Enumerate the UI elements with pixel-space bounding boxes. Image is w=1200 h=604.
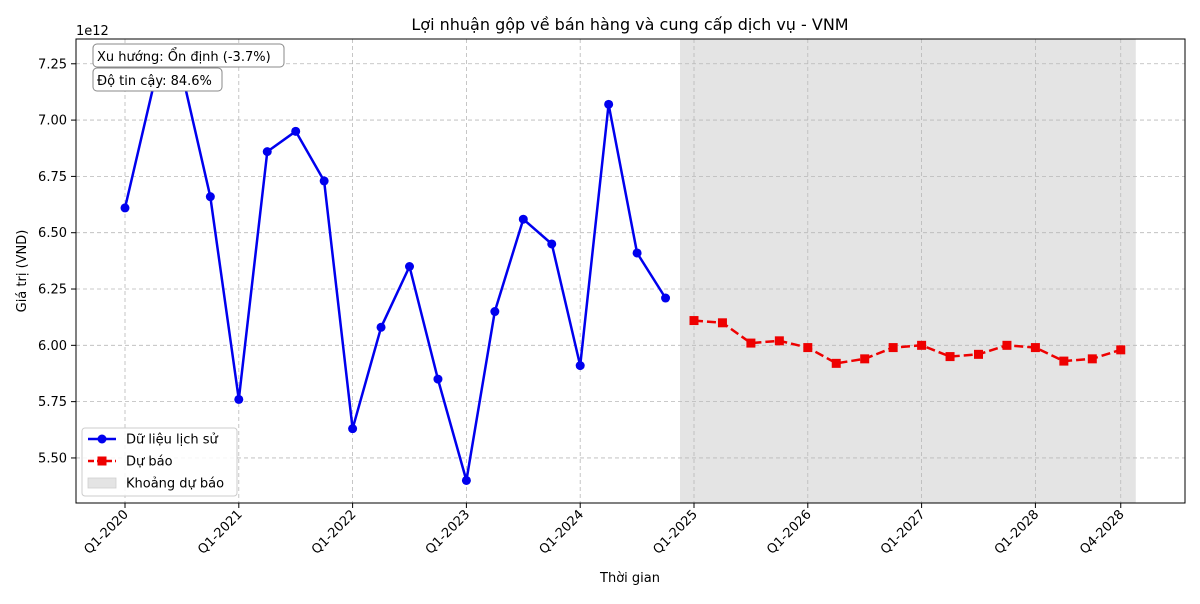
series-forecast xyxy=(689,316,1126,368)
x-tick-label: Q4-2028 xyxy=(1077,507,1127,557)
data-point xyxy=(945,352,955,362)
data-point xyxy=(205,192,215,202)
x-tick-label: Q1-2024 xyxy=(537,507,587,557)
data-point xyxy=(291,126,301,136)
legend-patch xyxy=(87,477,117,489)
data-point xyxy=(518,214,528,224)
data-point xyxy=(262,147,272,157)
data-point xyxy=(831,358,841,368)
x-tick-label: Q1-2028 xyxy=(992,507,1042,557)
legend-frame xyxy=(81,427,238,497)
legend-label: Khoảng dự báo xyxy=(126,477,224,492)
data-point xyxy=(1059,356,1069,366)
data-point xyxy=(974,349,983,359)
data-point xyxy=(661,293,671,303)
data-point xyxy=(1087,354,1097,364)
x-tick-label: Q1-2026 xyxy=(764,507,814,557)
y-tick-label: 5.50 xyxy=(38,451,67,466)
x-tick-label: Q1-2021 xyxy=(195,507,245,557)
annotation-text: Độ tin cậy: 84.6% xyxy=(97,74,212,89)
y-tick-label: 7.25 xyxy=(38,57,67,72)
legend-marker xyxy=(97,434,107,444)
x-tick-label: Q1-2020 xyxy=(81,507,131,557)
legend-label: Dữ liệu lịch sử xyxy=(126,433,218,448)
data-point xyxy=(689,316,699,326)
x-tick-label: Q1-2027 xyxy=(878,507,928,557)
legend-marker xyxy=(97,456,107,466)
data-point xyxy=(1116,345,1126,355)
data-point xyxy=(547,239,557,249)
annotation-box: Xu hướng: Ổn định (-3.7%) xyxy=(92,43,285,68)
plot-frame xyxy=(75,38,1186,504)
legend-item: Dữ liệu lịch sử xyxy=(88,433,218,448)
annotation-text: Xu hướng: Ổn định (-3.7%) xyxy=(97,48,271,65)
data-point xyxy=(803,343,813,353)
y-tick-label: 6.75 xyxy=(38,170,67,185)
legend-item: Dự báo xyxy=(88,455,173,470)
annotation-frame xyxy=(92,43,285,68)
data-point xyxy=(1002,340,1012,350)
y-offset-label: 1e12 xyxy=(76,24,109,39)
annotation-box: Độ tin cậy: 84.6% xyxy=(92,67,223,92)
data-point xyxy=(746,338,756,348)
data-point xyxy=(433,374,443,384)
data-point xyxy=(888,343,898,353)
legend-label: Dự báo xyxy=(126,455,173,470)
data-point xyxy=(120,203,130,213)
series-line xyxy=(693,319,1122,365)
annotation-frame xyxy=(92,67,223,92)
data-point xyxy=(1030,343,1040,353)
series-line xyxy=(123,71,667,482)
y-tick-label: 7.00 xyxy=(38,114,67,129)
data-point xyxy=(319,176,329,186)
data-point xyxy=(405,261,414,271)
x-axis-label: Thời gian xyxy=(599,571,660,586)
legend: Dữ liệu lịch sử Dự báo Khoảng dự báo xyxy=(81,427,238,497)
data-point xyxy=(348,424,358,434)
data-point xyxy=(490,307,500,317)
series-history xyxy=(120,68,671,485)
x-tick-label: Q1-2023 xyxy=(423,507,473,557)
x-tick-label: Q1-2022 xyxy=(309,507,359,557)
data-point xyxy=(860,354,870,364)
x-tick-label: Q1-2025 xyxy=(650,507,700,557)
y-tick-label: 6.25 xyxy=(38,283,67,298)
data-point xyxy=(575,361,585,371)
y-axis-label: Giá trị (VND) xyxy=(15,230,30,313)
y-tick-label: 6.50 xyxy=(38,226,67,241)
legend-item: Khoảng dự báo xyxy=(87,477,224,492)
y-tick-label: 5.75 xyxy=(38,395,67,410)
data-point xyxy=(234,394,244,404)
data-point xyxy=(632,248,642,258)
data-point xyxy=(774,336,784,346)
data-point xyxy=(717,318,727,328)
data-point xyxy=(376,322,386,332)
data-point xyxy=(917,340,927,350)
y-tick-label: 6.00 xyxy=(38,339,67,354)
forecast-shaded-region xyxy=(680,39,1136,503)
data-point xyxy=(461,475,471,485)
data-point xyxy=(604,99,614,109)
chart-title: Lợi nhuận gộp về bán hàng và cung cấp dị… xyxy=(411,15,848,34)
